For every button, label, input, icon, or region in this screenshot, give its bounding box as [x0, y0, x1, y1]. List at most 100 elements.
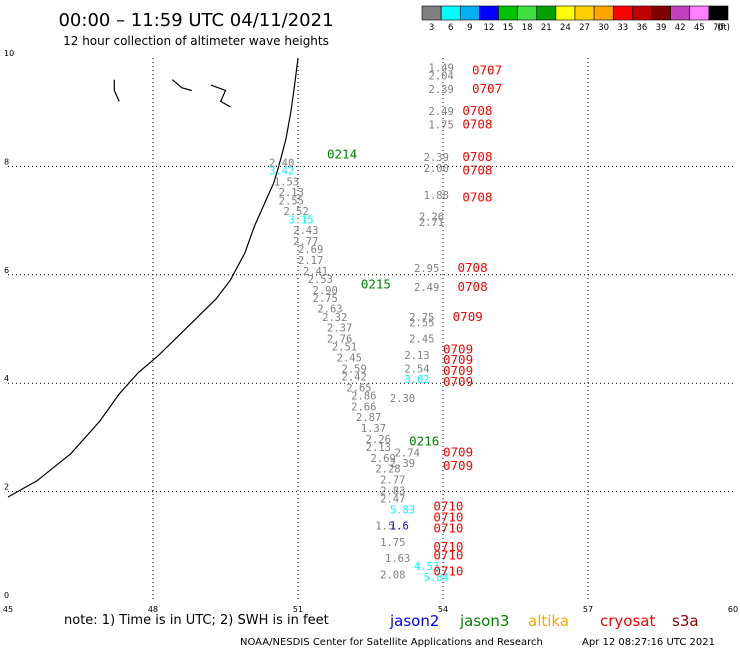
colorbar-swatch: [498, 5, 518, 21]
wave-height-value: 2.87: [356, 412, 381, 424]
y-tick-label: 4: [4, 374, 9, 383]
wave-height-value: 1.6: [390, 521, 409, 533]
wave-height-value: 2.77: [293, 236, 318, 248]
y-tick-label: 2: [4, 483, 9, 492]
chart-subtitle: 12 hour collection of altimeter wave hei…: [63, 34, 329, 48]
wave-height-value: 2.71: [419, 217, 444, 229]
wave-height-value: 5.84: [424, 572, 449, 584]
wave-height-value: 1.88: [424, 190, 449, 202]
wave-height-value: 1.63: [385, 553, 410, 565]
wave-height-value: 2.45: [409, 334, 434, 346]
track-time-label: 0710: [433, 499, 463, 514]
colorbar-tick-label: 6: [448, 23, 453, 33]
wave-height-value: 2.51: [332, 342, 357, 354]
wave-height-value: 2.86: [351, 390, 376, 402]
track-time-label: 0708: [462, 163, 492, 178]
satellite-legend-item: jason3: [459, 612, 509, 630]
footer-note: note: 1) Time is in UTC; 2) SWH is in fe…: [64, 613, 329, 628]
track-time-label: 0214: [327, 146, 357, 161]
satellite-legend-item: jason2: [389, 612, 439, 630]
track-time-label: 0708: [462, 190, 492, 205]
wave-height-value: 2.42: [342, 371, 367, 383]
track-time-label: 0709: [443, 444, 473, 459]
footer-credit: NOAA/NESDIS Center for Satellite Applica…: [240, 637, 543, 648]
wave-height-value: 3.02: [404, 374, 429, 386]
wave-height-value: 2.00: [424, 163, 449, 175]
wave-height-value: 2.83: [380, 485, 405, 497]
x-tick-label: 54: [438, 605, 448, 614]
satellite-legend: jason2 jason3 altika cryosat s3a: [389, 612, 699, 630]
wave-height-value: 2.39: [429, 84, 454, 96]
wave-height-value: 2.75: [409, 312, 434, 324]
colorbar-tick-label: 27: [579, 23, 590, 33]
track-time-label: 0707: [472, 62, 502, 77]
colorbar-tick-label: 33: [617, 23, 628, 33]
colorbar-tick-label: 30: [598, 23, 609, 33]
wave-height-value: 2.49: [429, 106, 454, 118]
colorbar-tick-label: 24: [560, 23, 571, 33]
wave-height-value: 2.75: [313, 293, 338, 305]
track-time-label: 0709: [443, 341, 473, 356]
wave-height-value: 2.63: [317, 304, 342, 316]
island-outline: [210, 84, 231, 108]
track-time-label: 0710: [433, 539, 463, 554]
wave-height-value: 2.55: [279, 195, 304, 207]
wave-height-value: 2.59: [342, 363, 367, 375]
wave-height-value: 2.13: [279, 187, 304, 199]
wave-height-value: 2.32: [322, 312, 347, 324]
x-tick-label: 57: [583, 605, 593, 614]
track-time-label: 0710: [433, 509, 463, 524]
wave-height-value: 5.83: [390, 504, 415, 516]
wave-height-value: 2.04: [429, 71, 454, 83]
wave-height-value: 2.43: [293, 225, 318, 237]
colorbar-swatch: [593, 5, 614, 21]
colorbar-unit: (ft): [717, 23, 730, 33]
wave-height-value: 2.28: [375, 464, 400, 476]
colorbar-tick-label: 12: [484, 23, 495, 33]
wave-height-value: 1.5: [375, 521, 394, 533]
colorbar-tick-label: 42: [675, 23, 686, 33]
colorbar-swatch: [517, 5, 538, 21]
colorbar-tick-label: 15: [503, 23, 514, 33]
colorbar-swatch: [479, 5, 499, 21]
y-tick-label: 6: [4, 266, 9, 275]
chart-title: 00:00 – 11:59 UTC 04/11/2021: [58, 10, 333, 31]
wave-height-value: 2.47: [380, 493, 405, 505]
plot-area: 45 48 51 54 57 6002468102.403.421.532.132.552…: [3, 49, 738, 614]
colorbar-swatch: [555, 5, 576, 21]
track-time-label: 0709: [443, 458, 473, 473]
colorbar-swatch: [689, 5, 710, 21]
wave-height-value: 2.30: [390, 393, 415, 405]
track-time-label: 0708: [458, 260, 488, 275]
footer-timestamp: Apr 12 08:27:16 UTC 2021: [582, 637, 715, 648]
wave-height-value: 2.55: [409, 317, 434, 329]
wave-height-value: 2.69: [371, 453, 396, 465]
y-tick-label: 8: [4, 157, 9, 166]
colorbar-tick-label: 39: [656, 23, 667, 33]
wave-height-value: 2.26: [366, 434, 391, 446]
wave-height-value: 3.42: [269, 166, 294, 178]
wave-height-value: 2.13: [404, 350, 429, 362]
wave-height-value: 1.53: [274, 176, 299, 188]
track-time-label: 0708: [462, 149, 492, 164]
wave-height-value: 2.54: [404, 363, 429, 375]
colorbar-swatch: [574, 5, 595, 21]
island-outline: [171, 79, 192, 92]
track-time-label: 0708: [462, 116, 492, 131]
track-time-label: 0215: [361, 276, 391, 291]
wave-height-value: 3.15: [288, 214, 313, 226]
colorbar-swatch: [421, 5, 442, 21]
wave-height-value: 2.65: [346, 382, 371, 394]
colorbar-swatch: [612, 5, 633, 21]
wave-height-value: 2.52: [284, 206, 309, 218]
track-time-label: 0710: [433, 564, 463, 579]
track-time-label: 0709: [453, 309, 483, 324]
wave-height-value: 2.76: [327, 334, 352, 346]
coastline: [7, 57, 299, 498]
track-time-label: 0709: [443, 352, 473, 367]
wave-height-value: 2.26: [419, 212, 444, 224]
colorbar-tick-label: 45: [694, 23, 705, 33]
wave-height-value: 2.13: [366, 442, 391, 454]
wave-height-value: 2.74: [395, 447, 420, 459]
